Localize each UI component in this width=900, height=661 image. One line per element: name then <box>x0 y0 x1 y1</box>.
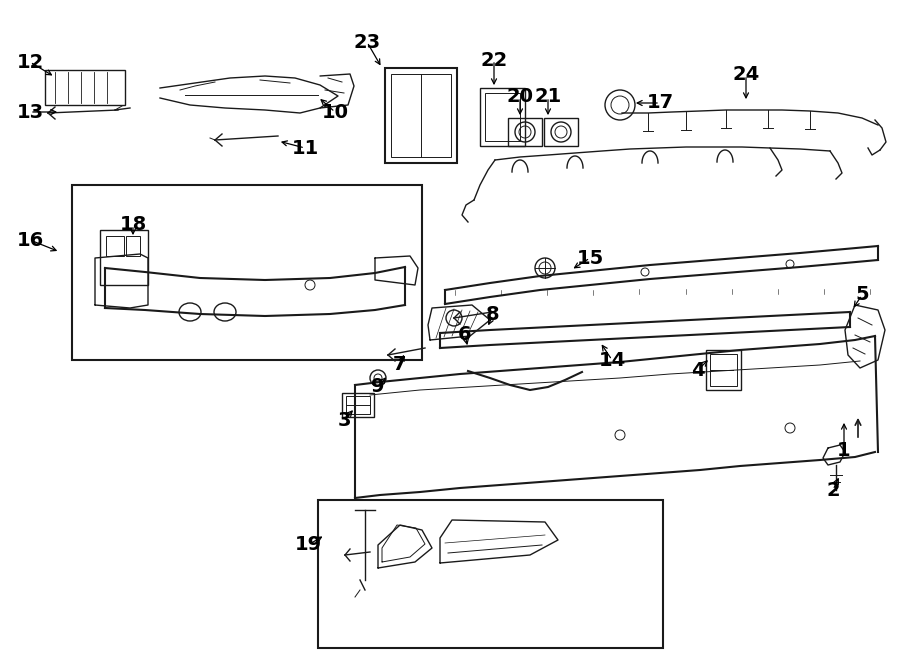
Text: 17: 17 <box>646 93 673 112</box>
Text: 14: 14 <box>598 350 625 369</box>
Text: 21: 21 <box>535 87 562 106</box>
Text: 8: 8 <box>486 305 500 325</box>
Bar <box>508 118 542 146</box>
Text: 22: 22 <box>481 50 508 69</box>
Text: 20: 20 <box>507 87 534 106</box>
Text: 24: 24 <box>733 65 760 85</box>
Text: 11: 11 <box>292 139 319 157</box>
Bar <box>100 230 148 285</box>
Text: 1: 1 <box>837 440 850 459</box>
Bar <box>45 70 125 105</box>
Bar <box>318 500 663 648</box>
Bar <box>544 118 578 146</box>
Text: 3: 3 <box>338 410 351 430</box>
Bar <box>72 185 422 360</box>
Text: 4: 4 <box>691 360 705 379</box>
Bar <box>485 93 520 141</box>
Text: 10: 10 <box>321 102 348 122</box>
Text: 6: 6 <box>458 325 472 344</box>
Bar <box>342 393 374 417</box>
Text: 18: 18 <box>120 215 147 235</box>
Text: 12: 12 <box>16 52 43 71</box>
Text: 15: 15 <box>576 249 604 268</box>
Bar <box>106 236 124 256</box>
Text: 2: 2 <box>826 481 840 500</box>
Bar <box>391 74 451 157</box>
Text: 16: 16 <box>16 231 43 249</box>
Bar <box>126 236 140 256</box>
Bar <box>710 354 737 386</box>
Bar <box>385 68 457 163</box>
Bar <box>480 88 525 146</box>
Text: 13: 13 <box>16 102 43 122</box>
Bar <box>346 396 370 414</box>
Text: 19: 19 <box>294 535 321 555</box>
Text: 9: 9 <box>371 377 385 397</box>
Bar <box>706 350 741 390</box>
Text: 7: 7 <box>393 356 407 375</box>
Text: 23: 23 <box>354 32 381 52</box>
Text: 5: 5 <box>855 286 868 305</box>
